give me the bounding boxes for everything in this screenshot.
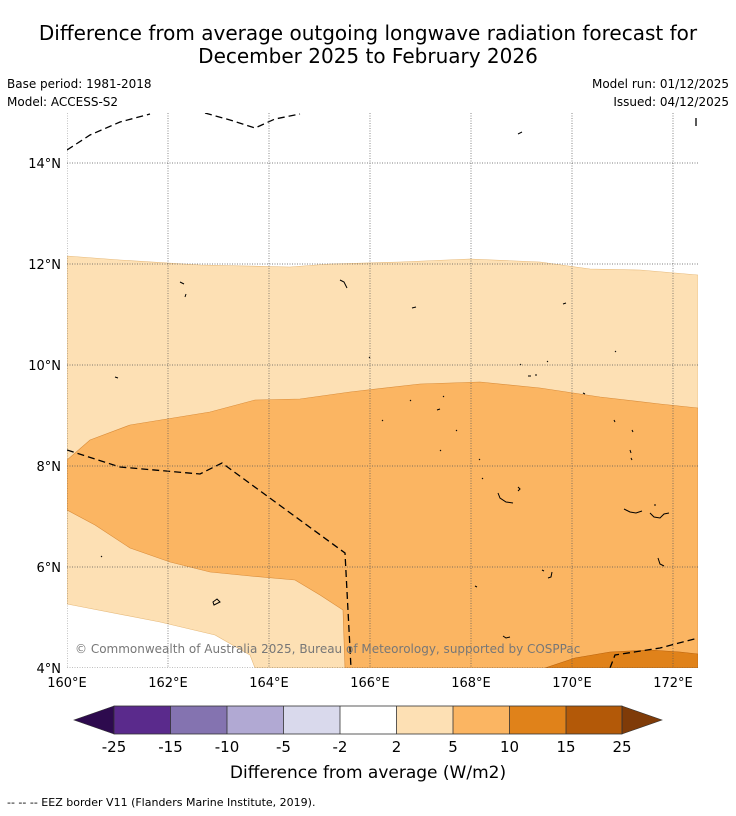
- island: [381, 419, 458, 432]
- lat-label: 10°N: [28, 359, 61, 374]
- map-area: © Commonwealth of Australia 2025, Bureau…: [67, 113, 698, 668]
- island: [502, 635, 511, 639]
- island: [657, 557, 665, 567]
- issued-date: Issued: 04/12/2025: [613, 95, 729, 109]
- colorbar-bin: [453, 706, 510, 734]
- eez-borders: [67, 113, 698, 668]
- colorbar-bin: [509, 706, 566, 734]
- colorbar-tick: -2: [333, 738, 348, 756]
- lon-label: 168°E: [451, 676, 491, 691]
- colorbar-bin: [170, 706, 227, 734]
- lon-label: 160°E: [47, 676, 87, 691]
- eez-footnote: -- -- -- EEZ border V11 (Flanders Marine…: [7, 796, 316, 809]
- lon-label: 172°E: [653, 676, 693, 691]
- colorbar-tick: 2: [392, 738, 402, 756]
- colorbar-dividers: [170, 706, 567, 734]
- colorbar-bin: [114, 706, 171, 734]
- lat-label: 4°N: [37, 662, 62, 677]
- title-line-2: December 2025 to February 2026: [198, 44, 538, 68]
- island: [184, 293, 187, 298]
- lon-labels: 160°E 162°E 164°E 166°E 168°E 170°E 172°…: [47, 676, 693, 691]
- colorbar-arrow-low: [73, 705, 115, 735]
- island: [517, 131, 523, 135]
- lat-label: 12°N: [28, 258, 61, 273]
- graticule: [67, 113, 698, 668]
- lat-label: 6°N: [37, 561, 62, 576]
- island: [100, 555, 103, 558]
- colorbar-bin: [396, 706, 453, 734]
- colorbar-arrow-high: [621, 705, 663, 735]
- colorbar-bin: [566, 706, 622, 734]
- colorbar-bin: [283, 706, 340, 734]
- island: [541, 569, 553, 579]
- islands: [100, 131, 670, 639]
- model-run: Model run: 01/12/2025: [591, 77, 729, 91]
- island: [629, 429, 634, 461]
- island: [517, 486, 521, 492]
- colorbar-label: Difference from average (W/m2): [230, 763, 506, 783]
- island: [519, 360, 549, 366]
- island: [562, 302, 567, 305]
- map-title: Difference from average outgoing longwav…: [0, 22, 736, 68]
- copyright-notice: © Commonwealth of Australia 2025, Bureau…: [75, 642, 580, 656]
- eez-border-central: [67, 449, 352, 668]
- title-line-1: Difference from average outgoing longwav…: [38, 21, 698, 45]
- colorbar: -25 -15 -10 -5 -2 2 5 10 15 25 Differenc…: [73, 705, 663, 783]
- colorbar-outline: [113, 705, 623, 735]
- colorbar-bin: [340, 706, 397, 734]
- colorbar-tick: 25: [612, 738, 631, 756]
- eez-border-north-2: [204, 113, 301, 129]
- base-period: Base period: 1981-2018: [7, 77, 152, 91]
- island: [411, 306, 417, 309]
- colorbar-tick: -25: [102, 738, 127, 756]
- lon-label: 162°E: [148, 676, 188, 691]
- meta-right: Model run: 01/12/2025 Issued: 04/12/2025: [592, 75, 729, 111]
- island: [614, 350, 617, 353]
- island: [582, 392, 616, 423]
- lat-label: 14°N: [28, 157, 61, 172]
- colorbar-tick: 10: [500, 738, 519, 756]
- island: [368, 356, 371, 359]
- model-name: Model: ACCESS-S2: [7, 95, 119, 109]
- island: [436, 408, 441, 411]
- lat-label: 8°N: [37, 460, 62, 475]
- island: [439, 449, 484, 480]
- island: [528, 374, 537, 377]
- contour-10-to-15: [544, 649, 698, 668]
- colorbar-tick: -10: [215, 738, 240, 756]
- colorbar-bin: [227, 706, 284, 734]
- colorbar-tick: -15: [158, 738, 183, 756]
- island: [339, 279, 348, 289]
- colorbar-ticks: -25 -15 -10 -5 -2 2 5 10 15 25: [102, 738, 632, 756]
- colorbar-tick: 5: [448, 738, 458, 756]
- island: [497, 492, 514, 504]
- island: [409, 395, 445, 402]
- colorbar-tick: -5: [276, 738, 291, 756]
- contour-5-to-10: [67, 381, 698, 668]
- island: [623, 508, 643, 514]
- colorbar-tick: 15: [556, 738, 575, 756]
- island: [474, 585, 478, 588]
- eez-border-north: [67, 113, 151, 151]
- island: [114, 376, 119, 379]
- island: [212, 598, 221, 606]
- island: [649, 512, 670, 519]
- lon-label: 170°E: [552, 676, 592, 691]
- eez-border-southeast: [609, 637, 698, 668]
- lon-label: 166°E: [350, 676, 390, 691]
- lat-labels: 14°N 12°N 10°N 8°N 6°N 4°N: [28, 157, 61, 677]
- lon-label: 164°E: [249, 676, 289, 691]
- meta-left: Base period: 1981-2018 Model: ACCESS-S2: [7, 75, 152, 111]
- island: [179, 281, 185, 285]
